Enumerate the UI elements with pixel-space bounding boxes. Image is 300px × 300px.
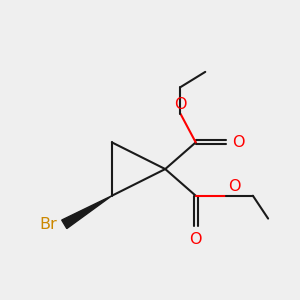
Text: Br: Br: [39, 217, 57, 232]
Polygon shape: [62, 196, 112, 229]
Text: O: O: [232, 135, 244, 150]
Text: O: O: [174, 97, 187, 112]
Text: O: O: [228, 179, 241, 194]
Text: O: O: [190, 232, 202, 247]
